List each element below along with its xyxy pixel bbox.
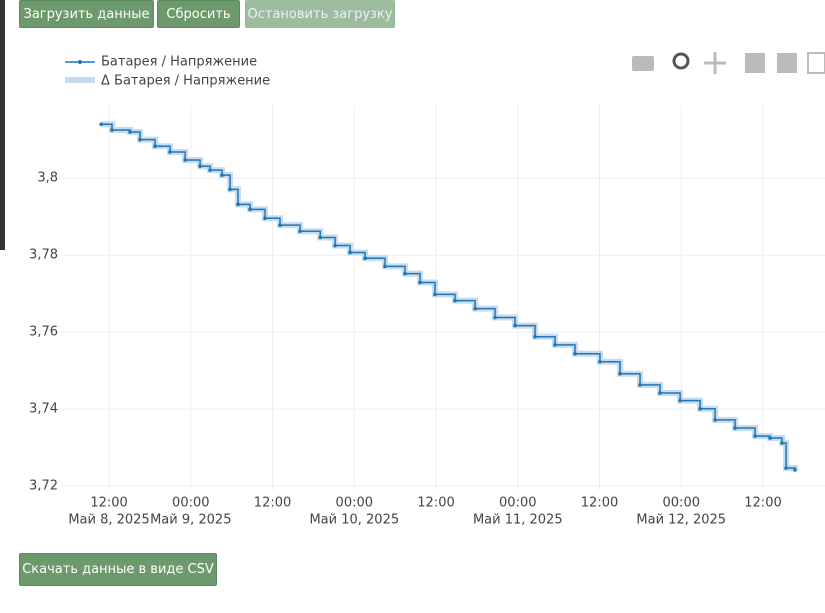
zoom-out-icon[interactable] [777, 53, 797, 73]
toolbar [632, 52, 825, 74]
legend-band [65, 77, 95, 83]
x-tick-label: 00:00 [172, 496, 209, 511]
point [278, 223, 282, 227]
point [573, 351, 577, 356]
point [513, 323, 517, 328]
zoom-icon[interactable] [672, 52, 690, 70]
y-tick-label: 3,8 [37, 171, 58, 186]
point [198, 164, 202, 169]
point [128, 130, 132, 134]
point [348, 250, 352, 255]
y-tick-label: 3,76 [29, 325, 58, 340]
point [110, 128, 114, 132]
point [403, 271, 407, 276]
x-tick-label: 00:00 [663, 496, 700, 511]
point [678, 398, 682, 403]
x-tick-label: 00:00 [499, 496, 536, 511]
point [638, 383, 642, 387]
series-line [101, 123, 796, 470]
point [153, 144, 157, 148]
y-tick-label: 3,72 [29, 479, 58, 494]
point [753, 434, 757, 438]
x-tick-label: 12:00 [581, 496, 618, 511]
point [333, 243, 337, 248]
load-button[interactable]: Загрузить данные [19, 0, 154, 28]
point [598, 359, 602, 364]
point [220, 173, 224, 177]
point [768, 436, 772, 440]
point [780, 441, 784, 445]
point [228, 187, 232, 192]
stop-button[interactable]: Остановить загрузку [245, 0, 395, 28]
x-tick-date: Май 8, 2025 [68, 513, 149, 528]
point [383, 264, 387, 269]
point [138, 137, 142, 142]
point [298, 229, 302, 234]
point [618, 371, 622, 376]
point [533, 334, 537, 339]
x-tick-date: Май 9, 2025 [150, 513, 231, 528]
download-button[interactable]: Скачать данные в виде CSV [19, 553, 217, 586]
point [168, 150, 172, 154]
point [433, 292, 437, 297]
point [208, 168, 212, 172]
point [793, 468, 797, 472]
point [99, 122, 103, 127]
legend-label: Δ Батарея / Напряжение [101, 74, 270, 89]
point [183, 158, 187, 162]
zoom-in-icon[interactable] [745, 53, 765, 73]
reset-button[interactable]: Сбросить [157, 0, 240, 28]
point [263, 216, 267, 220]
side-strip [0, 0, 5, 250]
point [318, 235, 323, 240]
point [713, 418, 717, 422]
point [418, 280, 422, 285]
x-tick-date: Май 11, 2025 [473, 513, 563, 528]
point [473, 306, 477, 311]
autoscale-icon[interactable] [807, 52, 825, 74]
point [236, 202, 240, 207]
x-tick-label: 12:00 [90, 496, 127, 511]
point [453, 298, 457, 303]
point [248, 207, 252, 212]
x-tick-label: 12:00 [254, 496, 291, 511]
point [493, 315, 497, 320]
point [553, 343, 557, 347]
y-tick-label: 3,78 [29, 248, 58, 263]
x-tick-date: Май 10, 2025 [309, 513, 399, 528]
x-tick-date: Май 12, 2025 [636, 513, 726, 528]
legend-label: Батарея / Напряжение [101, 55, 257, 70]
x-tick-label: 12:00 [417, 496, 454, 511]
pan-icon[interactable] [704, 52, 726, 74]
point [658, 391, 662, 395]
y-tick-label: 3,74 [29, 402, 58, 417]
point [784, 466, 788, 470]
legend-marker [78, 60, 82, 64]
x-tick-label: 12:00 [744, 496, 781, 511]
point [698, 406, 702, 411]
point [363, 256, 367, 261]
point [733, 426, 737, 430]
camera-icon[interactable] [632, 56, 654, 71]
x-tick-label: 00:00 [336, 496, 373, 511]
delta-band [101, 121, 799, 472]
